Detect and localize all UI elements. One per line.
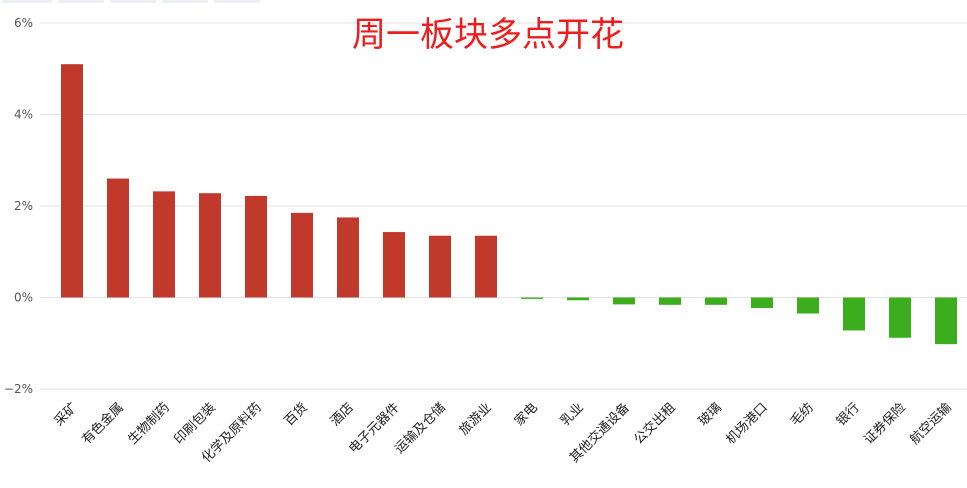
bar-机场港口[interactable] [751, 297, 773, 309]
x-category-label: 采矿 [52, 400, 81, 429]
bar-旅游业[interactable] [475, 235, 497, 298]
tab-strip-decoration [2, 0, 260, 3]
x-category-label: 银行 [834, 400, 863, 429]
tab-marker [110, 0, 156, 3]
bar-证券保险[interactable] [889, 297, 911, 338]
y-tick-label: 6% [14, 16, 33, 30]
bar-layer [61, 64, 957, 345]
y-axis-ticks: −2% 0% 2% 4% 6% [4, 16, 33, 396]
bar-玻璃[interactable] [705, 297, 727, 305]
x-category-label: 酒店 [328, 400, 357, 429]
bar-百货[interactable] [291, 212, 313, 298]
y-tick-label: −2% [4, 382, 33, 396]
bar-银行[interactable] [843, 297, 865, 331]
x-category-label: 机场港口 [723, 400, 770, 447]
bar-电子元器件[interactable] [383, 232, 405, 298]
x-category-label: 旅游业 [457, 400, 495, 438]
chart-title: 周一板块多点开花 [352, 15, 624, 55]
tab-marker [58, 0, 104, 3]
bar-家电[interactable] [521, 297, 543, 299]
x-category-label: 乳业 [558, 400, 587, 429]
x-category-label: 毛纺 [788, 400, 817, 429]
tab-marker [162, 0, 208, 3]
y-tick-label: 4% [14, 108, 33, 122]
x-category-label: 运输及仓储 [392, 400, 449, 457]
bar-采矿[interactable] [61, 64, 83, 298]
x-category-label: 印刷包装 [171, 400, 218, 447]
bar-酒店[interactable] [337, 217, 359, 298]
tab-marker [2, 0, 52, 3]
x-category-label: 百货 [281, 400, 311, 430]
y-tick-label: 2% [14, 199, 33, 213]
tab-marker [214, 0, 260, 3]
bar-航空运输[interactable] [935, 297, 957, 345]
y-tick-label: 0% [14, 291, 33, 305]
bar-乳业[interactable] [567, 297, 589, 301]
grid-layer [40, 22, 967, 390]
x-category-label: 证券保险 [861, 400, 909, 448]
x-category-label: 有色金属 [79, 400, 127, 448]
bar-有色金属[interactable] [107, 178, 129, 298]
x-category-label: 航空运输 [907, 400, 955, 448]
x-category-label: 生物制药 [125, 400, 172, 447]
bar-公交出租[interactable] [659, 297, 681, 305]
bar-化学及原料药[interactable] [245, 195, 267, 298]
x-category-label: 家电 [511, 400, 541, 430]
bar-印刷包装[interactable] [199, 193, 221, 298]
bar-毛纺[interactable] [797, 297, 819, 314]
bar-生物制药[interactable] [153, 191, 175, 298]
x-category-label: 玻璃 [696, 400, 725, 429]
x-axis-labels: 采矿有色金属生物制药印刷包装化学及原料药 百货 酒店电子元器件运输及仓储 旅游业 家电乳… [52, 400, 955, 466]
bar-其他交通设备[interactable] [613, 297, 635, 305]
bar-运输及仓储[interactable] [429, 235, 451, 298]
x-category-label: 公交出租 [631, 400, 679, 448]
